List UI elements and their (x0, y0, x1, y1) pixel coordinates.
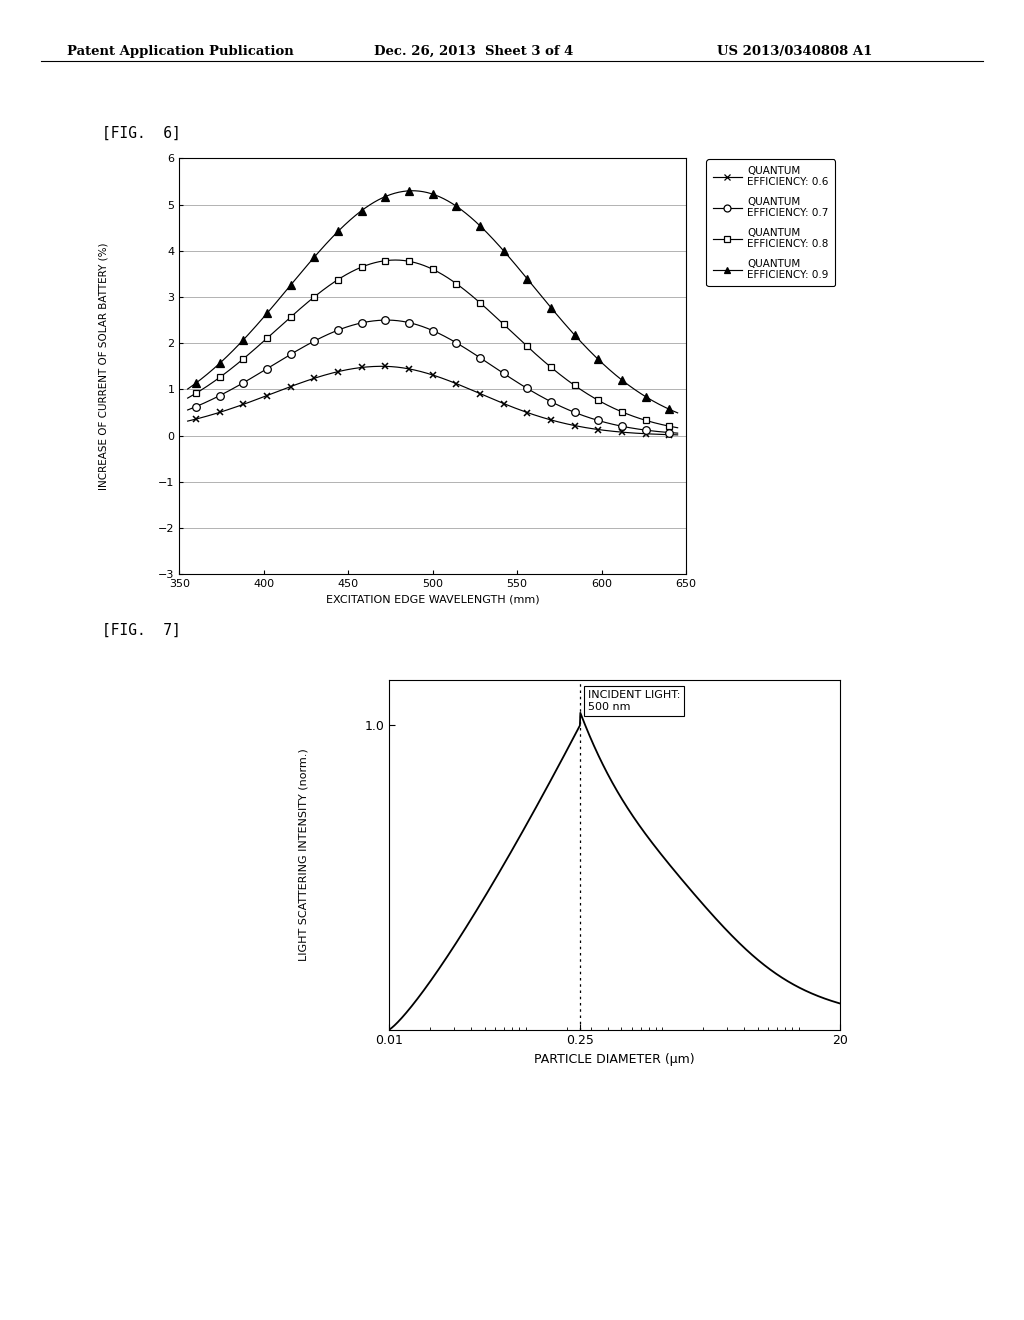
Text: Patent Application Publication: Patent Application Publication (67, 45, 293, 58)
Text: [FIG.  6]: [FIG. 6] (102, 125, 181, 140)
X-axis label: PARTICLE DIAMETER (μm): PARTICLE DIAMETER (μm) (535, 1053, 694, 1067)
Legend: QUANTUM
EFFICIENCY: 0.6, QUANTUM
EFFICIENCY: 0.7, QUANTUM
EFFICIENCY: 0.8, QUANT: QUANTUM EFFICIENCY: 0.6, QUANTUM EFFICIE… (707, 160, 835, 286)
X-axis label: EXCITATION EDGE WAVELENGTH (mm): EXCITATION EDGE WAVELENGTH (mm) (326, 594, 540, 605)
Text: INCIDENT LIGHT:
500 nm: INCIDENT LIGHT: 500 nm (588, 690, 680, 711)
Text: Dec. 26, 2013  Sheet 3 of 4: Dec. 26, 2013 Sheet 3 of 4 (374, 45, 573, 58)
Text: US 2013/0340808 A1: US 2013/0340808 A1 (717, 45, 872, 58)
Y-axis label: LIGHT SCATTERING INTENSITY (norm.): LIGHT SCATTERING INTENSITY (norm.) (298, 748, 308, 961)
Text: [FIG.  7]: [FIG. 7] (102, 623, 181, 638)
Y-axis label: INCREASE OF CURRENT OF SOLAR BATTERY (%): INCREASE OF CURRENT OF SOLAR BATTERY (%) (98, 243, 109, 490)
